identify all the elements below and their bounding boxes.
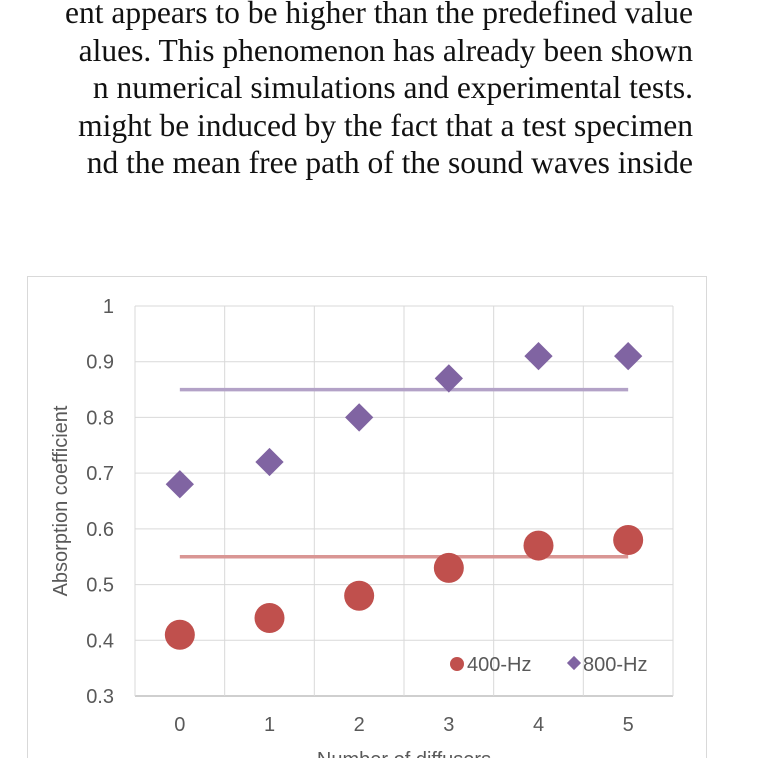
text-line: ent appears to be higher than the predef… (65, 0, 693, 30)
y-tick-label: 0.5 (86, 575, 114, 597)
point-800-Hz (434, 364, 463, 393)
point-400-Hz (164, 619, 195, 650)
point-400-Hz (613, 525, 644, 555)
legend-400hz-label: 400-Hz (467, 654, 531, 676)
x-tick-label: 1 (264, 714, 275, 736)
legend-800hz-marker (566, 655, 582, 671)
point-800-Hz (614, 342, 643, 371)
point-400-Hz (254, 603, 285, 633)
x-tick-label: 0 (174, 714, 185, 736)
y-tick-label: 0.9 (86, 352, 114, 374)
y-tick-label: 0.8 (86, 407, 114, 429)
y-tick-label: 0.7 (86, 463, 114, 485)
legend-400hz-marker (450, 657, 464, 671)
y-tick-label: 0.4 (86, 630, 114, 652)
legend: 400-Hz 800-Hz (450, 654, 647, 676)
legend-800hz-label: 800-Hz (583, 654, 647, 676)
x-tick-label: 5 (623, 714, 634, 736)
x-tick-label: 4 (533, 714, 544, 736)
y-axis-title: Absorption coefficient (50, 405, 72, 596)
x-axis-title: Number of diffusers (317, 749, 491, 758)
y-tick-label: 0.6 (86, 519, 114, 541)
point-800-Hz (255, 447, 284, 477)
y-tick-label: 0.3 (86, 686, 114, 708)
point-400-Hz (433, 552, 464, 583)
x-tick-label: 3 (443, 714, 454, 736)
point-800-Hz (524, 342, 553, 371)
point-400-Hz (344, 580, 375, 611)
body-text: ent appears to be higher than the predef… (0, 0, 693, 182)
y-tick-label: 1 (103, 296, 114, 318)
text-line: might be induced by the fact that a test… (78, 107, 693, 143)
text-line: n numerical simulations and experimental… (92, 70, 693, 105)
x-tick-label: 2 (354, 714, 365, 736)
point-800-Hz (345, 403, 374, 432)
text-line: alues. This phenomenon has already been … (78, 32, 693, 68)
text-line: nd the mean free path of the sound waves… (86, 145, 693, 180)
chart-frame (27, 276, 707, 758)
point-400-Hz (523, 530, 554, 561)
